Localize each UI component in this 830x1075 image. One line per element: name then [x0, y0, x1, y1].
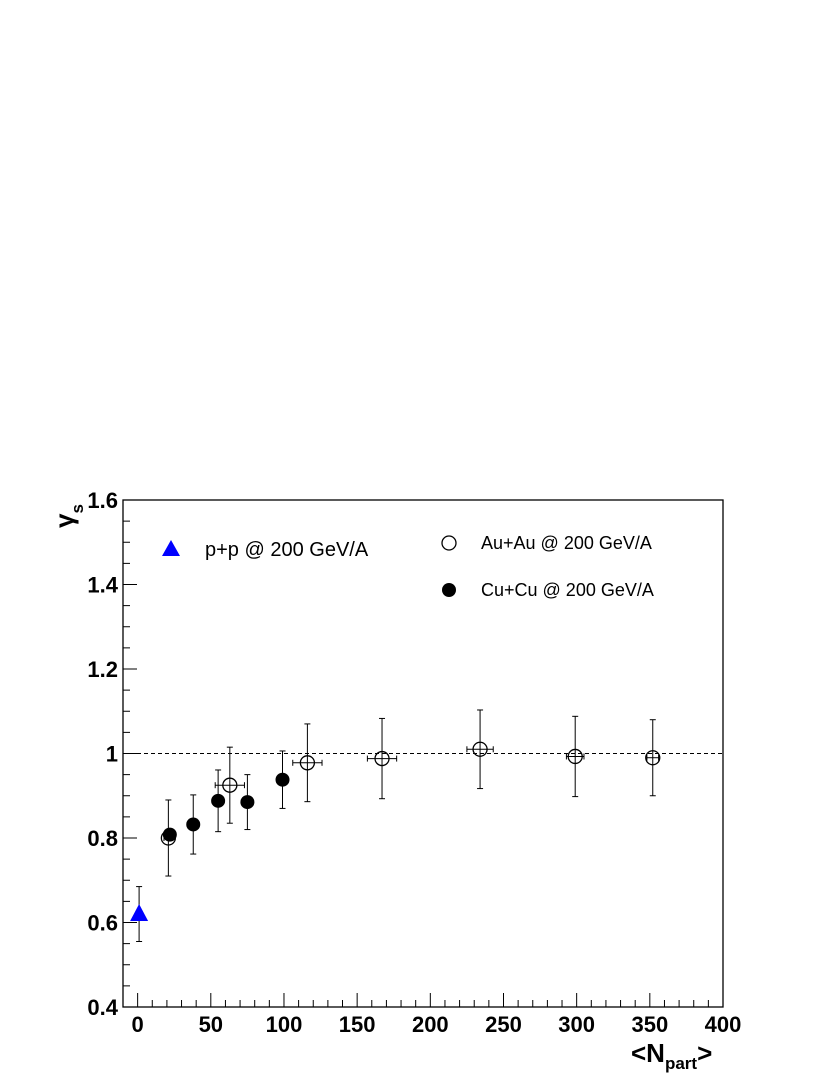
y-tick-label: 0.6 — [87, 911, 118, 936]
auau-data-point — [299, 755, 316, 771]
legend-marker-auau — [441, 535, 457, 551]
x-tick-label: 350 — [631, 1012, 668, 1037]
y-tick-label: 1.2 — [87, 657, 118, 682]
data-layer — [130, 709, 661, 943]
y-tick-label: 1.4 — [87, 573, 118, 598]
auau-data-point — [374, 750, 390, 767]
auau-data-point — [645, 750, 661, 766]
x-axis-prefix: <N — [631, 1038, 665, 1068]
x-axis-suffix: > — [697, 1038, 712, 1068]
x-axis-title: <Npart> — [631, 1038, 712, 1073]
cucu-data-point — [275, 772, 290, 787]
x-tick-label: 150 — [339, 1012, 376, 1037]
y-axis-title: γs — [49, 504, 87, 528]
y-axis-symbol: γ — [49, 513, 79, 528]
legend-label-pp: p+p @ 200 GeV/A — [205, 539, 369, 561]
axis-ticks — [123, 499, 724, 1008]
x-tick-label: 300 — [558, 1012, 595, 1037]
cucu-data-point — [186, 817, 201, 832]
cucu-data-point — [240, 795, 255, 810]
legend-marker-cucu — [442, 583, 456, 597]
x-tick-label: 400 — [705, 1012, 742, 1037]
y-tick-label: 0.4 — [87, 995, 118, 1020]
legend-marker-pp — [162, 540, 180, 556]
tick-labels: 0 50 100 150 200 250 300 350 400 0.4 0.6 0.8 1 1.2 1.4… — [87, 488, 741, 1037]
x-tick-label: 0 — [132, 1012, 144, 1037]
x-axis-subscript: part — [665, 1054, 697, 1073]
legend-label-cucu: Cu+Cu @ 200 GeV/A — [481, 580, 654, 600]
y-tick-label: 1 — [106, 742, 118, 767]
cucu-data-point — [162, 827, 177, 842]
y-axis-subscript: s — [68, 504, 87, 513]
plot-frame — [122, 499, 724, 1008]
cucu-data-point — [211, 793, 226, 808]
x-tick-label: 200 — [412, 1012, 449, 1037]
auau-data-point — [472, 741, 488, 757]
pp-data-point — [130, 904, 149, 922]
legend: p+p @ 200 GeV/A Au+Au @ 200 GeV/A Cu+Cu … — [162, 533, 654, 600]
y-tick-label: 1.6 — [87, 488, 118, 513]
legend-label-auau: Au+Au @ 200 GeV/A — [481, 533, 652, 553]
auau-data-point — [222, 777, 238, 793]
x-tick-label: 250 — [485, 1012, 522, 1037]
y-tick-label: 0.8 — [87, 826, 118, 851]
x-tick-label: 100 — [266, 1012, 303, 1037]
auau-data-point — [567, 748, 583, 765]
x-tick-label: 50 — [199, 1012, 223, 1037]
